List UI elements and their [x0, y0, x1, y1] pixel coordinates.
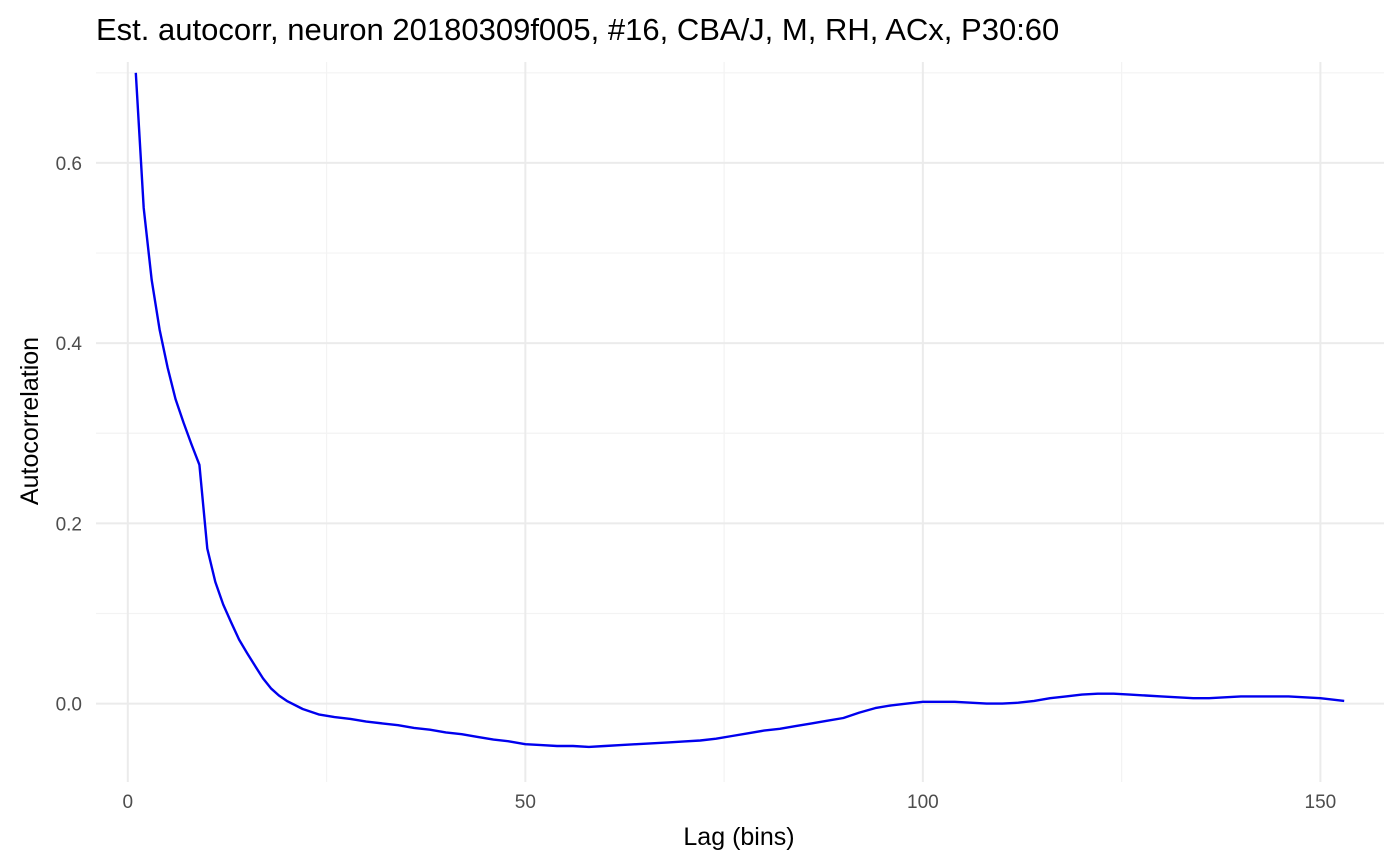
x-tick-label: 50	[515, 792, 536, 813]
x-tick-label: 150	[1305, 792, 1337, 813]
y-tick-label: 0.0	[56, 695, 82, 716]
x-tick-label: 100	[907, 792, 939, 813]
y-tick-label: 0.6	[56, 154, 82, 175]
y-tick-label: 0.4	[56, 334, 83, 355]
chart-title: Est. autocorr, neuron 20180309f005, #16,…	[96, 12, 1059, 47]
major-gridlines	[96, 62, 1384, 782]
y-tick-label: 0.2	[56, 514, 82, 535]
y-axis-title: Autocorrelation	[16, 337, 44, 505]
y-tick-labels: 0.0 0.2 0.4 0.6	[56, 154, 83, 716]
series-line	[134, 72, 1345, 749]
x-axis-title: Lag (bins)	[683, 823, 794, 851]
x-tick-label: 0	[123, 792, 134, 813]
minor-gridlines	[96, 62, 1384, 782]
series-layer	[134, 72, 1345, 749]
x-tick-labels: 0 50 100 150	[123, 792, 1337, 813]
